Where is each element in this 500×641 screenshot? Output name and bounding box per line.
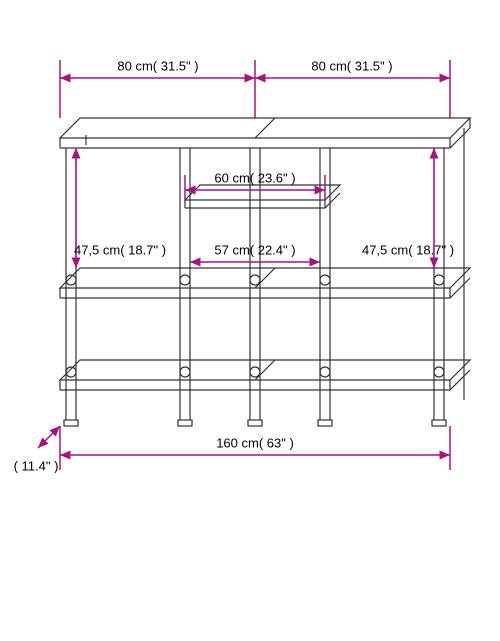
dimension-diagram	[0, 0, 500, 641]
dim-bottom-width: 160 cm( 63" )	[216, 436, 294, 451]
dim-top-right: 80 cm( 31.5" )	[311, 59, 392, 74]
dim-middle-open: 57 cm( 22.4" )	[214, 243, 295, 258]
dim-middle-shelf: 60 cm( 23.6" )	[214, 171, 295, 186]
dim-right-height: 47,5 cm( 18.7" )	[362, 243, 454, 258]
dimension-lines	[38, 60, 450, 470]
dim-top-left: 80 cm( 31.5" )	[117, 59, 198, 74]
furniture-outline	[60, 118, 470, 426]
dim-left-height: 47,5 cm( 18.7" )	[74, 243, 166, 258]
dim-depth: ( 11.4" )	[14, 459, 59, 474]
